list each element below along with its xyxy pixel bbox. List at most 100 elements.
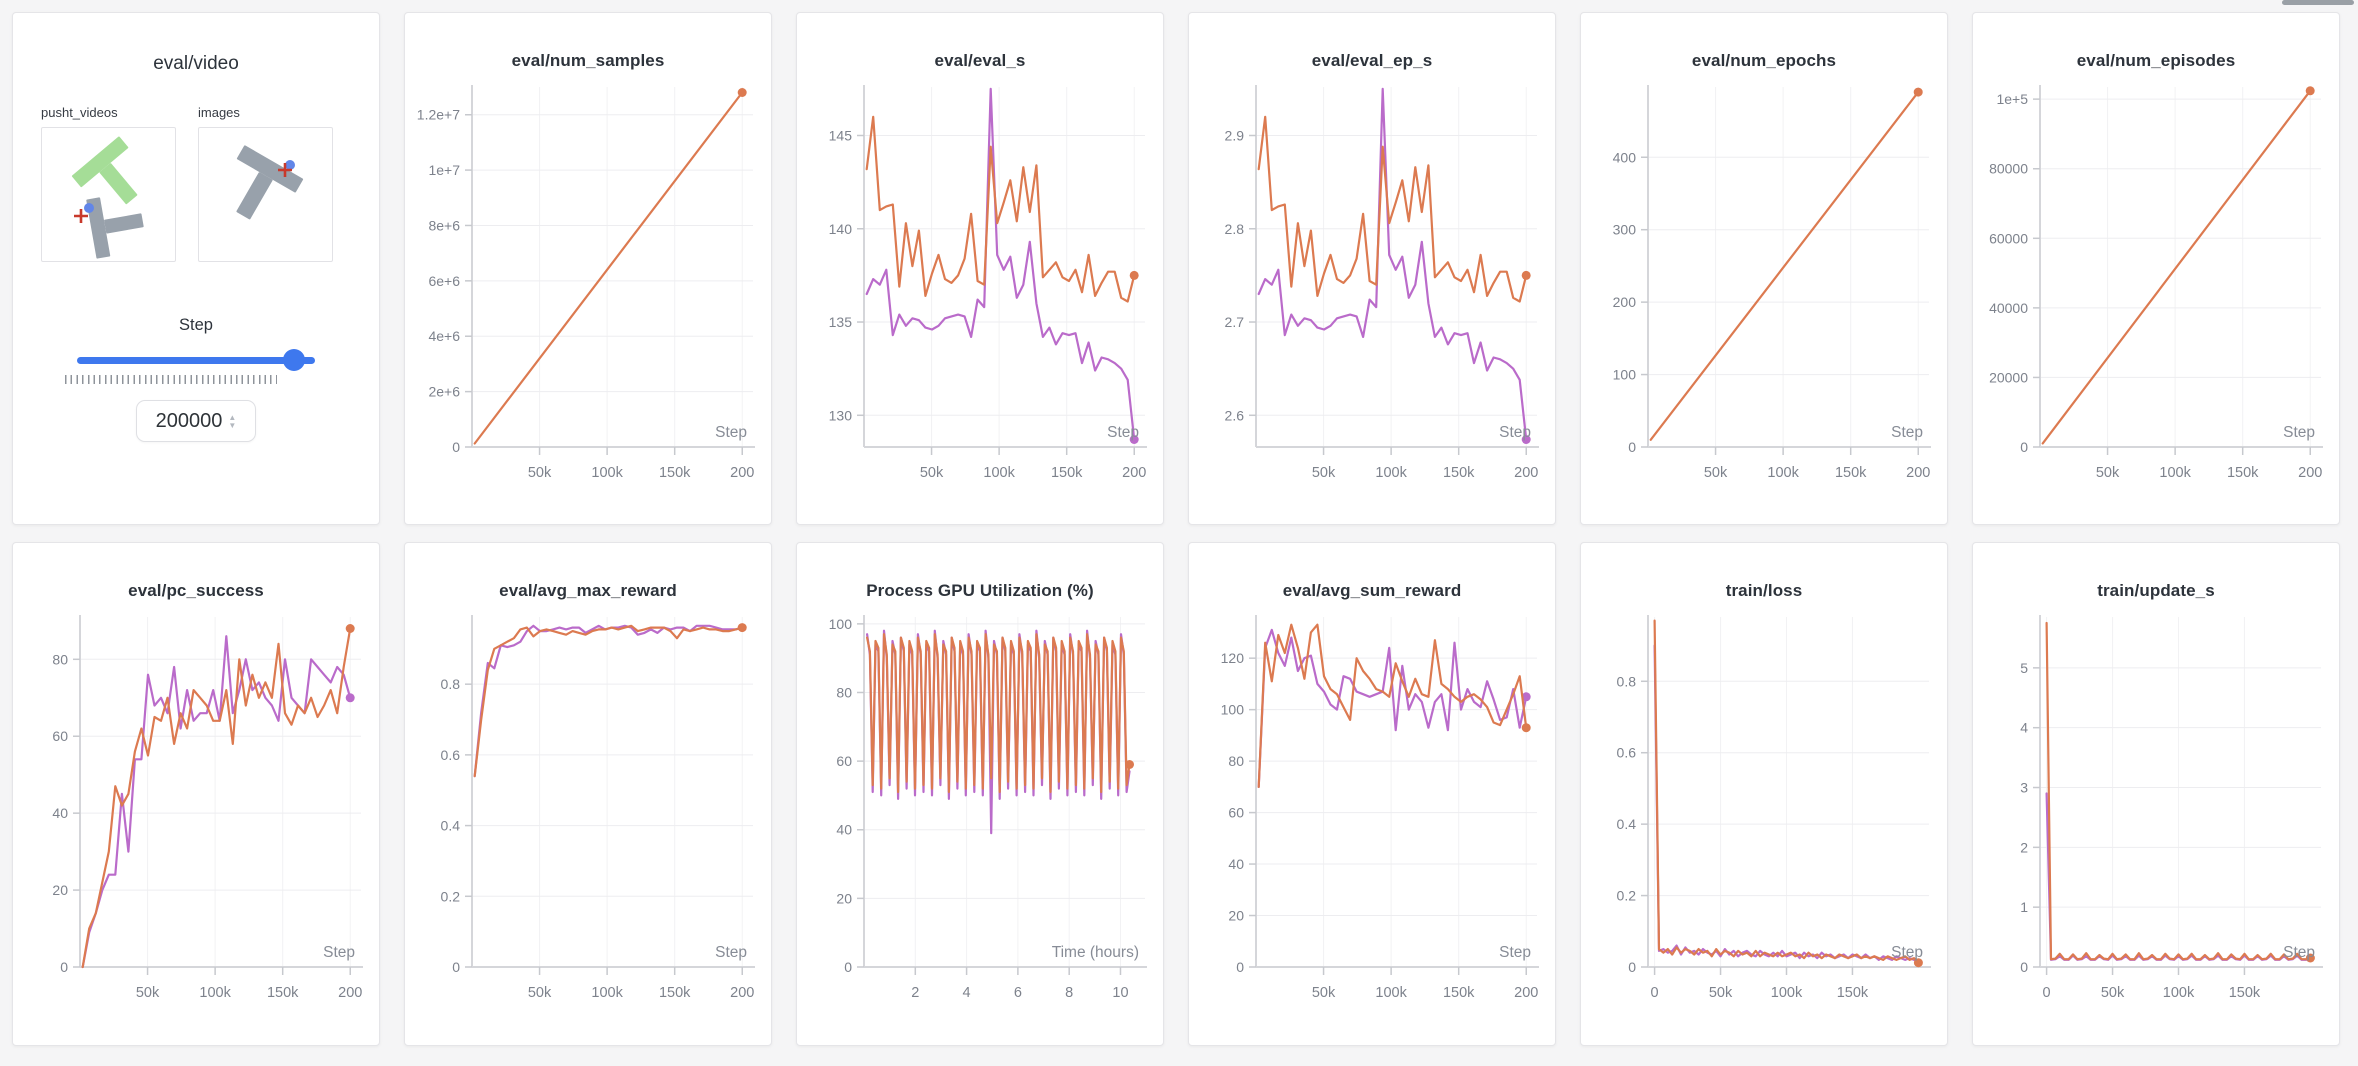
media-caption: pusht_videos [41, 105, 118, 120]
chart-train-loss[interactable]: 0 0.2 0.4 0.6 0.8 0 50k 100k 150k Step [1592, 609, 1937, 1023]
slider-thumb[interactable] [283, 349, 305, 371]
panel-title: eval/video [153, 53, 239, 74]
svg-text:150k: 150k [1836, 985, 1868, 1001]
slider-track[interactable] [77, 357, 315, 364]
svg-text:40: 40 [1228, 856, 1244, 872]
svg-text:150k: 150k [658, 465, 690, 481]
svg-text:200: 200 [1906, 465, 1930, 481]
svg-text:1e+7: 1e+7 [428, 162, 460, 178]
svg-text:130: 130 [828, 407, 852, 423]
svg-text:80000: 80000 [1989, 161, 2028, 177]
svg-text:150k: 150k [1442, 465, 1474, 481]
svg-text:6e+6: 6e+6 [428, 273, 460, 289]
svg-text:20: 20 [836, 890, 852, 906]
images-thumbnail[interactable] [198, 127, 333, 262]
svg-text:Step: Step [1499, 944, 1531, 961]
panel-grid: eval/video pusht_videos [12, 12, 2340, 1046]
svg-text:100k: 100k [1375, 465, 1407, 481]
svg-text:0: 0 [452, 959, 460, 975]
svg-text:Step: Step [1107, 424, 1139, 441]
svg-text:Step: Step [715, 424, 747, 441]
panel-title: eval/pc_success [128, 581, 264, 600]
chart-gpu-utilization[interactable]: 0 20 40 60 80 100 2 4 6 8 10 Time (hours) [808, 609, 1153, 1023]
svg-text:60: 60 [836, 753, 852, 769]
number-spinner[interactable]: ▲ ▼ [228, 412, 237, 430]
panel-eval-num-epochs: eval/num_epochs 0 100 200 300 400 50k 100k 150k… [1580, 12, 1948, 525]
svg-text:Step: Step [2283, 944, 2315, 961]
panel-gpu-utilization: Process GPU Utilization (%) 0 20 40 60 80 100… [796, 542, 1164, 1046]
svg-text:10: 10 [1112, 985, 1128, 1001]
svg-text:0.8: 0.8 [1616, 673, 1636, 689]
svg-text:0: 0 [844, 959, 852, 975]
svg-text:150k: 150k [1442, 985, 1474, 1001]
chart-train-update-s[interactable]: 0 1 2 3 4 5 0 50k 100k 150k Step [1984, 609, 2329, 1023]
svg-text:0: 0 [1650, 985, 1658, 1001]
chart-eval-num-epochs[interactable]: 0 100 200 300 400 50k 100k 150k 200 Step [1592, 79, 1937, 503]
svg-text:2e+6: 2e+6 [428, 384, 460, 400]
spinner-up-icon[interactable]: ▲ [228, 412, 237, 422]
chart-eval-avg-max-reward[interactable]: 0 0.2 0.4 0.6 0.8 50k 100k 150k 200 Step [416, 609, 761, 1023]
svg-text:50k: 50k [1708, 985, 1732, 1001]
spinner-down-icon[interactable]: ▼ [228, 420, 237, 430]
svg-text:200: 200 [1122, 465, 1146, 481]
chart-eval-eval-ep-s[interactable]: 2.6 2.7 2.8 2.9 50k 100k 150k 200 Step [1200, 79, 1545, 503]
panel-title: eval/num_epochs [1691, 51, 1837, 70]
svg-text:2: 2 [911, 985, 919, 1001]
slider-tick-ruler [65, 375, 277, 384]
svg-text:400: 400 [1612, 149, 1636, 165]
svg-text:0.6: 0.6 [1616, 745, 1636, 761]
chart-eval-avg-sum-reward[interactable]: 0 20 40 60 80 100 120 50k 100k 150k 200 Step [1200, 609, 1545, 1023]
chart-eval-eval-s[interactable]: 130 135 140 145 50k 100k 150k 200 Step [808, 79, 1153, 503]
svg-text:0: 0 [1236, 959, 1244, 975]
chart-eval-pc-success[interactable]: 0 20 40 60 80 50k 100k 150k 200 Step [24, 609, 369, 1023]
svg-text:2: 2 [2020, 839, 2028, 855]
step-slider-label: Step [179, 316, 213, 334]
panel-train-update-s: train/update_s 0 1 2 3 4 5 0 50k 100k 150k Step [1972, 542, 2340, 1046]
svg-text:1e+5: 1e+5 [1996, 91, 2028, 107]
svg-text:0.2: 0.2 [440, 888, 460, 904]
step-slider[interactable] [77, 349, 315, 371]
svg-text:0: 0 [2042, 985, 2050, 1001]
svg-text:100: 100 [828, 616, 852, 632]
svg-text:Time (hours): Time (hours) [1051, 944, 1138, 961]
step-number-input[interactable]: 200000 ▲ ▼ [136, 400, 256, 442]
panel-title: train/update_s [2097, 581, 2215, 600]
pusht-video-thumbnail[interactable] [41, 127, 176, 262]
svg-text:150k: 150k [2226, 465, 2258, 481]
panel-eval-pc-success: eval/pc_success 0 20 40 60 80 50k 100k 150k 200 S… [12, 542, 380, 1046]
svg-text:2.9: 2.9 [1224, 127, 1244, 143]
panel-eval-num-samples: eval/num_samples 0 2e+6 4e+6 6e+6 8e+6 1e+7 1.… [404, 12, 772, 525]
media-figure-pusht-videos: pusht_videos [41, 105, 176, 262]
svg-text:120: 120 [1220, 650, 1244, 666]
agent-dot [285, 160, 295, 170]
svg-text:0.2: 0.2 [1616, 888, 1636, 904]
svg-text:0.8: 0.8 [440, 676, 460, 692]
svg-text:4: 4 [962, 985, 970, 1001]
svg-text:2.7: 2.7 [1224, 314, 1244, 330]
svg-text:Step: Step [2283, 424, 2315, 441]
svg-text:200: 200 [2298, 465, 2322, 481]
svg-text:300: 300 [1612, 222, 1636, 238]
svg-text:100k: 100k [591, 985, 623, 1001]
chart-eval-num-samples[interactable]: 0 2e+6 4e+6 6e+6 8e+6 1e+7 1.2e+7 50k 100k 150k 20… [416, 79, 761, 503]
svg-text:150k: 150k [1050, 465, 1082, 481]
svg-text:50k: 50k [1311, 985, 1335, 1001]
panel-title: eval/num_episodes [2076, 51, 2236, 70]
scrollbar-thumb[interactable] [2282, 0, 2354, 5]
svg-text:100k: 100k [2162, 985, 2194, 1001]
svg-text:200: 200 [730, 465, 754, 481]
agent-dot [84, 203, 94, 213]
svg-text:Step: Step [1891, 944, 1923, 961]
svg-text:80: 80 [836, 684, 852, 700]
svg-text:100k: 100k [199, 985, 231, 1001]
svg-text:40: 40 [836, 822, 852, 838]
svg-text:100k: 100k [2159, 465, 2191, 481]
svg-text:Step: Step [1891, 424, 1923, 441]
panel-title: Process GPU Utilization (%) [866, 581, 1094, 600]
svg-text:100k: 100k [983, 465, 1015, 481]
media-figure-images: images [198, 105, 333, 262]
svg-text:60000: 60000 [1989, 230, 2028, 246]
chart-eval-num-episodes[interactable]: 0 20000 40000 60000 80000 1e+5 50k 100k 150k 200 S… [1984, 79, 2329, 503]
svg-text:100k: 100k [591, 465, 623, 481]
svg-text:0.4: 0.4 [1616, 816, 1636, 832]
